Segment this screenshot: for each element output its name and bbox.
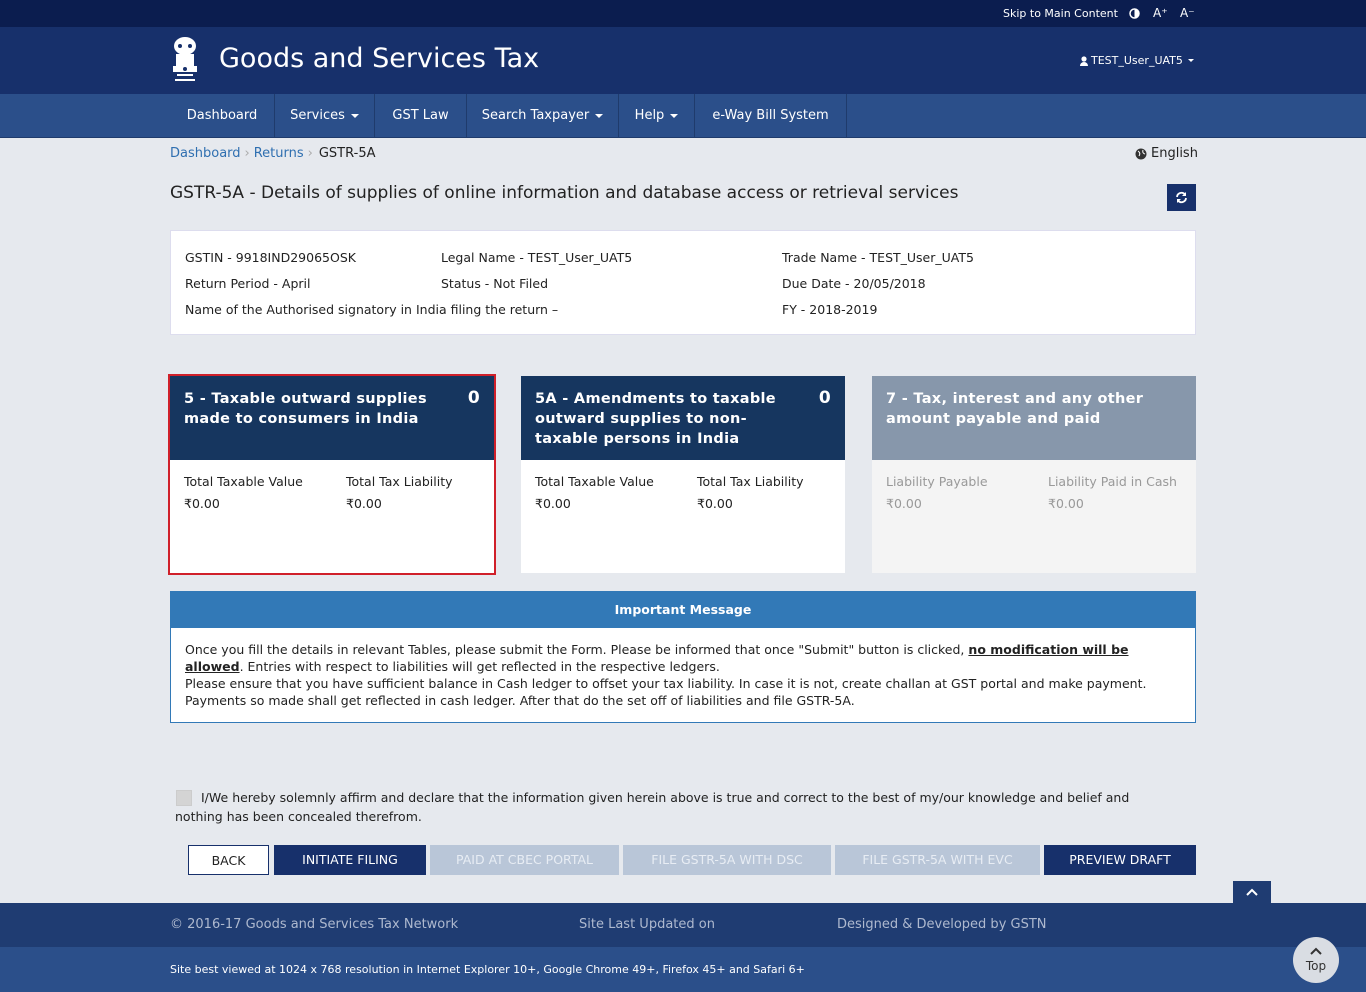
tile[interactable]: 5 - Taxable outward supplies made to con… — [168, 374, 496, 575]
tile[interactable]: 5A - Amendments to taxable outward suppl… — [521, 376, 845, 573]
message-box: Important Message Once you fill the deta… — [170, 591, 1196, 723]
crumb-current: GSTR-5A — [318, 146, 376, 161]
message-text: Please ensure that you have sufficient b… — [185, 676, 1147, 708]
crumb-sep: › — [244, 146, 250, 161]
refresh-button[interactable] — [1167, 184, 1196, 211]
tile-label: Total Taxable Value — [184, 474, 303, 489]
emblem — [173, 37, 197, 81]
gstin: GSTIN - 9918IND29065OSK — [185, 250, 356, 265]
tile-label: Liability Paid in Cash — [1048, 474, 1177, 489]
message-emphasis: no modification will be allowed — [185, 642, 1129, 674]
globe-icon — [1135, 148, 1147, 160]
status: Status - Not Filed — [441, 276, 549, 291]
font-increase[interactable]: A⁺ — [1153, 6, 1168, 20]
designed-by: Designed & Developed by GSTN — [837, 917, 1047, 932]
footer-bottom: Site best viewed at 1024 x 768 resolutio… — [0, 947, 1366, 992]
nav-label: GST Law — [392, 108, 449, 123]
breadcrumb: Dashboard › Returns › GSTR-5A — [170, 146, 376, 161]
tile-count: 0 — [467, 388, 480, 408]
chevron-up — [1310, 947, 1322, 955]
evc-button: FILE GSTR-5A WITH EVC — [835, 845, 1040, 875]
tile-amount: ₹0.00 — [184, 496, 220, 511]
nav-item[interactable]: e-Way Bill System — [695, 94, 847, 138]
crumb-sep: › — [307, 146, 313, 161]
nav-label: Help — [634, 108, 665, 123]
header: Goods and Services Tax TEST_User_UAT5 — [0, 27, 1366, 94]
tile-header: 5A - Amendments to taxable outward suppl… — [521, 376, 845, 460]
message-body: Once you fill the details in relevant Ta… — [171, 628, 1195, 709]
trade-name: Trade Name - TEST_User_UAT5 — [782, 250, 974, 265]
tile-disabled: 7 - Tax, interest and any other amount p… — [872, 376, 1196, 573]
initiate-button[interactable]: INITIATE FILING — [274, 845, 426, 875]
tile-header: 7 - Tax, interest and any other amount p… — [872, 376, 1196, 460]
language[interactable]: English — [1151, 146, 1198, 161]
nav-bar: Dashboard Services GST Law Search Taxpay… — [0, 94, 1366, 138]
tile-label: Liability Payable — [886, 474, 988, 489]
tile-header: 5 - Taxable outward supplies made to con… — [170, 376, 494, 460]
signatory: Name of the Authorised signatory in Indi… — [185, 302, 559, 317]
tile-title: 5A - Amendments to taxable outward suppl… — [535, 391, 776, 447]
crumb-link[interactable]: Returns — [253, 146, 304, 161]
scroll-tab[interactable] — [1233, 881, 1271, 903]
dsc-button: FILE GSTR-5A WITH DSC — [623, 845, 831, 875]
tile-amount: ₹0.00 — [535, 496, 571, 511]
page-title: GSTR-5A - Details of supplies of online … — [170, 183, 959, 203]
back-button[interactable]: BACK — [188, 845, 269, 875]
font-decrease[interactable]: A⁻ — [1180, 6, 1195, 20]
top-label: Top — [1305, 959, 1327, 973]
caret — [595, 113, 604, 118]
declaration: I/We hereby solemnly affirm and declare … — [175, 788, 1175, 826]
tile-amount: ₹0.00 — [886, 496, 922, 511]
nav-label: Dashboard — [186, 108, 258, 123]
tile-count: 0 — [818, 388, 831, 408]
nav-item[interactable]: GST Law — [375, 94, 467, 138]
declaration-text: I/We hereby solemnly affirm and declare … — [175, 790, 1130, 824]
caret — [670, 113, 679, 118]
tile-title: 7 - Tax, interest and any other amount p… — [886, 391, 1144, 427]
tile-amount: ₹0.00 — [697, 496, 733, 511]
nav-item[interactable]: Services — [275, 94, 375, 138]
legal-name: Legal Name - TEST_User_UAT5 — [441, 250, 633, 265]
user-menu[interactable]: TEST_User_UAT5 — [1091, 54, 1183, 67]
last-updated: Site Last Updated on — [579, 917, 715, 932]
message-text: . Entries with respect to liabilities wi… — [239, 659, 720, 674]
preview-button[interactable]: PREVIEW DRAFT — [1044, 845, 1196, 875]
chevron-up — [1246, 888, 1258, 896]
nav-item[interactable]: Search Taxpayer — [467, 94, 619, 138]
nav-label: e-Way Bill System — [712, 108, 829, 123]
nav-label: Services — [290, 108, 345, 123]
crumb-link[interactable]: Dashboard — [170, 146, 241, 161]
footer: © 2016-17 Goods and Services Tax Network… — [0, 903, 1366, 947]
tile-amount: ₹0.00 — [1048, 496, 1084, 511]
tile-label: Total Taxable Value — [535, 474, 654, 489]
copyright: © 2016-17 Goods and Services Tax Network — [170, 917, 459, 932]
message-heading: Important Message — [171, 592, 1195, 628]
fy: FY - 2018-2019 — [782, 302, 878, 317]
tile-label: Total Tax Liability — [346, 474, 453, 489]
caret — [350, 113, 359, 118]
tile-amount: ₹0.00 — [346, 496, 382, 511]
top-bar: Skip to Main Content A⁺ A⁻ — [0, 0, 1366, 27]
declaration-checkbox[interactable] — [176, 790, 192, 806]
due-date: Due Date - 20/05/2018 — [782, 276, 926, 291]
nav-label: Search Taxpayer — [481, 108, 590, 123]
top-button[interactable]: Top — [1293, 937, 1339, 983]
user-icon — [1080, 56, 1088, 66]
skip-link[interactable]: Skip to Main Content — [1003, 7, 1118, 20]
return-info: GSTIN - 9918IND29065OSK Legal Name - TES… — [170, 230, 1196, 335]
contrast-icon[interactable] — [1129, 8, 1140, 19]
site-title: Goods and Services Tax — [219, 43, 540, 74]
nav-item[interactable]: Dashboard — [170, 94, 275, 138]
nav-item[interactable]: Help — [619, 94, 695, 138]
tile-title: 5 - Taxable outward supplies made to con… — [184, 391, 427, 427]
best-viewed: Site best viewed at 1024 x 768 resolutio… — [170, 963, 805, 976]
refresh-icon — [1176, 191, 1187, 204]
tile-label: Total Tax Liability — [697, 474, 804, 489]
user-caret — [1188, 59, 1194, 62]
message-text: Once you fill the details in relevant Ta… — [185, 642, 965, 657]
paid-button: PAID AT CBEC PORTAL — [430, 845, 619, 875]
return-period: Return Period - April — [185, 276, 311, 291]
